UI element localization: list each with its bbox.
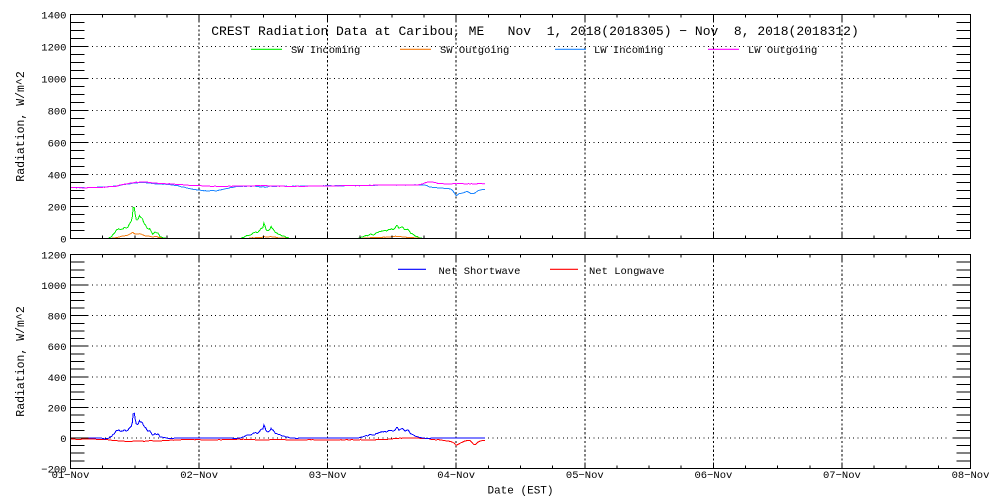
svg-text:06−Nov: 06−Nov [694,470,732,482]
svg-text:1200: 1200 [41,251,66,263]
svg-text:1400: 1400 [41,11,66,23]
svg-text:−200: −200 [41,465,66,477]
svg-text:Net Longwave: Net Longwave [589,266,665,278]
svg-text:200: 200 [48,403,67,415]
svg-text:Date (EST): Date (EST) [487,486,553,498]
svg-text:800: 800 [48,107,67,119]
svg-text:Radiation, W/m^2: Radiation, W/m^2 [15,306,28,417]
svg-text:07−Nov: 07−Nov [823,470,861,482]
svg-text:0: 0 [60,434,66,446]
svg-text:Radiation, W/m^2: Radiation, W/m^2 [15,71,28,182]
svg-text:03−Nov: 03−Nov [309,470,347,482]
svg-text:04−Nov: 04−Nov [437,470,475,482]
svg-text:SW Outgoing: SW Outgoing [440,45,509,57]
svg-text:SW Incoming: SW Incoming [291,45,360,57]
svg-text:0: 0 [60,235,66,247]
svg-text:600: 600 [48,139,67,151]
svg-text:400: 400 [48,373,67,385]
svg-text:08−Nov: 08−Nov [952,470,990,482]
svg-text:400: 400 [48,171,67,183]
svg-text:02−Nov: 02−Nov [180,470,218,482]
svg-text:800: 800 [48,312,67,324]
svg-text:1000: 1000 [41,75,66,87]
svg-text:05−Nov: 05−Nov [566,470,604,482]
svg-text:Net Shortwave: Net Shortwave [439,266,521,278]
svg-text:1200: 1200 [41,43,66,55]
svg-text:1000: 1000 [41,281,66,293]
svg-text:200: 200 [48,203,67,215]
svg-text:01−Nov: 01−Nov [52,470,90,482]
svg-text:600: 600 [48,342,67,354]
svg-text:CREST Radiation Data at Caribo: CREST Radiation Data at Caribou, ME Nov … [211,24,859,39]
svg-text:LW Outgoing: LW Outgoing [748,45,817,57]
svg-text:LW Incoming: LW Incoming [594,45,663,57]
